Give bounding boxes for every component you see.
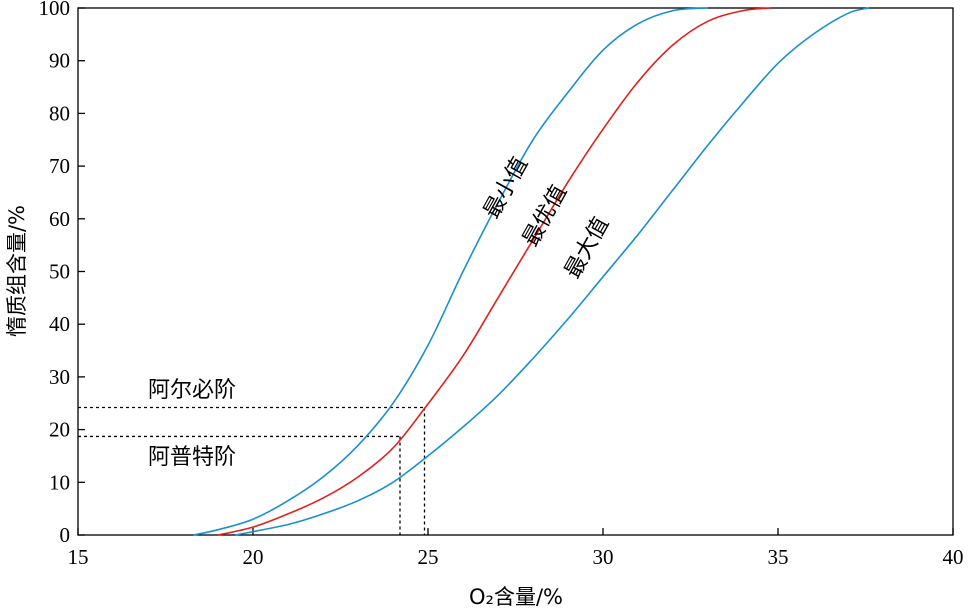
y-axis-title: 惰质组含量/%: [5, 205, 29, 337]
x-axis: 15 20 25 30 35 40: [68, 528, 964, 569]
curve-label-opt: 最优值: [518, 181, 572, 251]
y-tick-label: 80: [49, 101, 70, 125]
x-tick-label: 35: [768, 545, 789, 569]
annotation-aptian: 阿普特阶: [148, 445, 236, 470]
y-tick-label: 70: [49, 154, 70, 178]
x-axis-title: O₂含量/%: [469, 585, 563, 609]
x-tick-label: 40: [943, 545, 964, 569]
y-tick-label: 50: [49, 260, 70, 284]
curves: [193, 7, 870, 536]
guide-lines: [78, 406, 426, 535]
x-tick-label: 25: [418, 545, 439, 569]
x-tick-label: 15: [68, 545, 89, 569]
x-tick-label: 20: [243, 545, 264, 569]
y-tick-label: 30: [49, 365, 70, 389]
y-tick-label: 100: [39, 0, 71, 20]
annotation-albian: 阿尔必阶: [148, 378, 236, 403]
series-line-0: [193, 7, 709, 536]
series-line-2: [235, 7, 870, 536]
y-tick-label: 20: [49, 418, 70, 442]
y-tick-label: 10: [49, 470, 70, 494]
x-tick-label: 30: [593, 545, 614, 569]
y-axis: 0 10 20 30 40 50 60 70 80 90 100: [39, 0, 85, 547]
y-tick-label: 0: [60, 523, 71, 547]
y-tick-label: 90: [49, 49, 70, 73]
y-tick-label: 40: [49, 312, 70, 336]
series-line-1: [217, 7, 772, 536]
curve-label-min: 最小值: [479, 153, 533, 223]
y-tick-label: 60: [49, 207, 70, 231]
